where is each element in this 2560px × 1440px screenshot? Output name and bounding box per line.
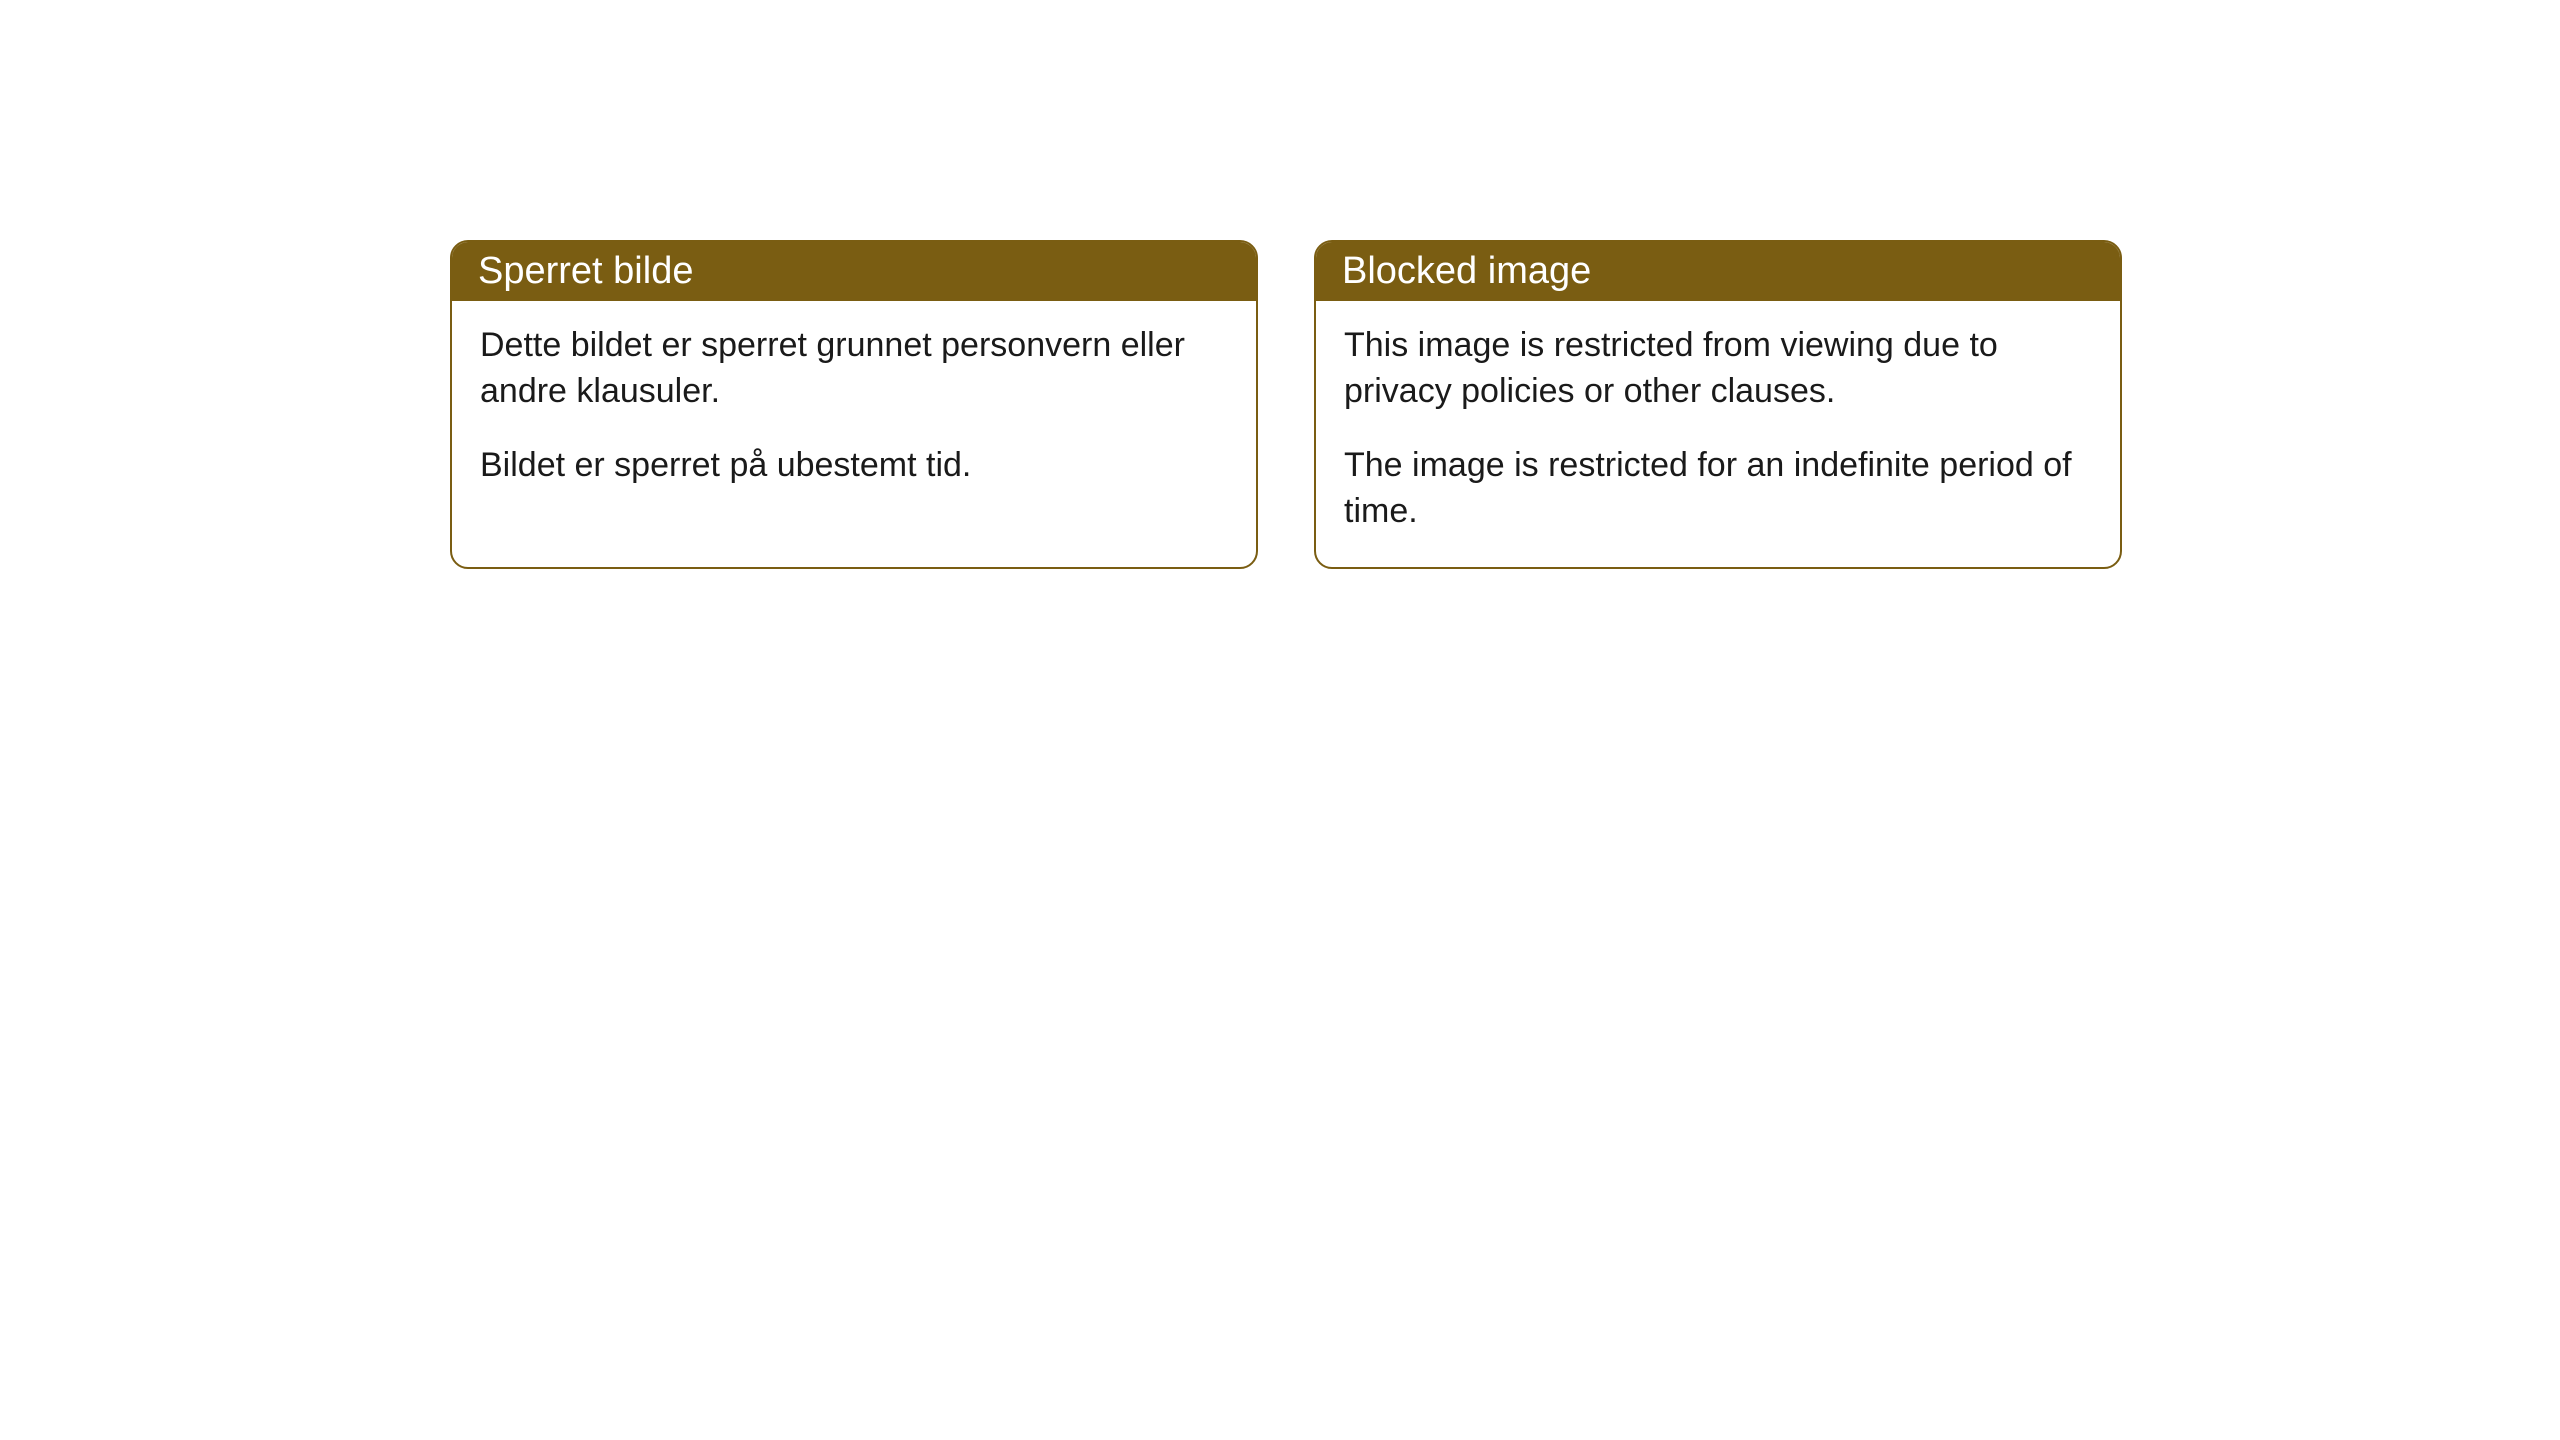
cards-container: Sperret bilde Dette bildet er sperret gr… (450, 240, 2122, 569)
card-body-english: This image is restricted from viewing du… (1316, 301, 2120, 567)
card-text-no-2: Bildet er sperret på ubestemt tid. (480, 443, 1228, 489)
card-text-en-1: This image is restricted from viewing du… (1344, 323, 2092, 415)
card-text-no-1: Dette bildet er sperret grunnet personve… (480, 323, 1228, 415)
card-body-norwegian: Dette bildet er sperret grunnet personve… (452, 301, 1256, 521)
card-header-norwegian: Sperret bilde (452, 242, 1256, 301)
card-english: Blocked image This image is restricted f… (1314, 240, 2122, 569)
card-norwegian: Sperret bilde Dette bildet er sperret gr… (450, 240, 1258, 569)
card-text-en-2: The image is restricted for an indefinit… (1344, 443, 2092, 535)
card-header-english: Blocked image (1316, 242, 2120, 301)
